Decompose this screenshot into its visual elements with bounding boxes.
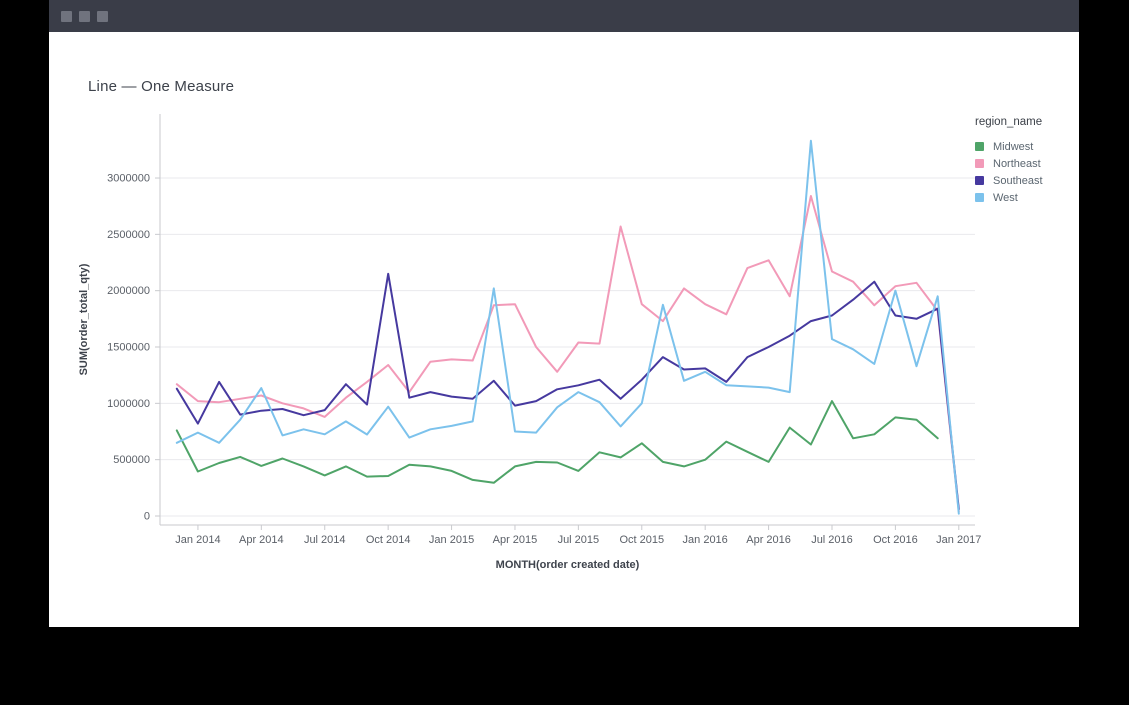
west-swatch-icon xyxy=(975,193,984,202)
legend-title: region_name xyxy=(975,116,1079,128)
y-tick-label: 1500000 xyxy=(107,342,150,354)
southeast-swatch-icon xyxy=(975,176,984,185)
x-tick-label: Jan 2017 xyxy=(936,534,981,546)
y-tick-label: 1000000 xyxy=(107,398,150,410)
x-tick-label: Jan 2016 xyxy=(683,534,728,546)
x-tick-label: Jul 2015 xyxy=(558,534,600,546)
x-axis-title: MONTH(order created date) xyxy=(496,559,640,571)
y-axis-title: SUM(order_total_qty) xyxy=(78,263,90,375)
x-tick-label: Jan 2014 xyxy=(175,534,220,546)
x-tick-label: Oct 2015 xyxy=(619,534,664,546)
series-line-midwest[interactable] xyxy=(177,401,938,483)
series-line-northeast[interactable] xyxy=(177,196,959,512)
x-tick-label: Jul 2014 xyxy=(304,534,346,546)
chart-legend: region_name Midwest Northeast Southeast … xyxy=(975,116,1079,206)
x-tick-label: Jul 2016 xyxy=(811,534,853,546)
y-tick-label: 500000 xyxy=(113,454,150,466)
legend-label: West xyxy=(993,192,1018,204)
y-tick-label: 2500000 xyxy=(107,229,150,241)
x-tick-label: Apr 2015 xyxy=(493,534,538,546)
legend-item-midwest[interactable]: Midwest xyxy=(975,138,1079,155)
window-button-1[interactable] xyxy=(61,11,72,22)
legend-item-northeast[interactable]: Northeast xyxy=(975,155,1079,172)
y-tick-label: 2000000 xyxy=(107,285,150,297)
northeast-swatch-icon xyxy=(975,159,984,168)
chart-card: Line — One Measure 050000010000001500000… xyxy=(49,32,1079,627)
legend-label: Northeast xyxy=(993,158,1041,170)
legend-item-southeast[interactable]: Southeast xyxy=(975,172,1079,189)
series-line-west[interactable] xyxy=(177,141,959,514)
midwest-swatch-icon xyxy=(975,142,984,151)
window-titlebar[interactable] xyxy=(49,0,1079,32)
app-window: Line — One Measure 050000010000001500000… xyxy=(49,0,1079,627)
legend-label: Southeast xyxy=(993,175,1043,187)
x-tick-label: Oct 2014 xyxy=(366,534,411,546)
y-tick-label: 0 xyxy=(144,511,150,523)
window-button-2[interactable] xyxy=(79,11,90,22)
line-chart: 0 500000 1000000 1500000 2000000 2500000 30000… xyxy=(49,32,1079,627)
x-tick-label: Jan 2015 xyxy=(429,534,474,546)
y-tick-label: 3000000 xyxy=(107,173,150,185)
legend-label: Midwest xyxy=(993,141,1033,153)
legend-item-west[interactable]: West xyxy=(975,189,1079,206)
x-tick-label: Oct 2016 xyxy=(873,534,918,546)
window-button-3[interactable] xyxy=(97,11,108,22)
x-tick-label: Apr 2016 xyxy=(746,534,791,546)
x-tick-label: Apr 2014 xyxy=(239,534,284,546)
series-line-southeast[interactable] xyxy=(177,274,959,509)
